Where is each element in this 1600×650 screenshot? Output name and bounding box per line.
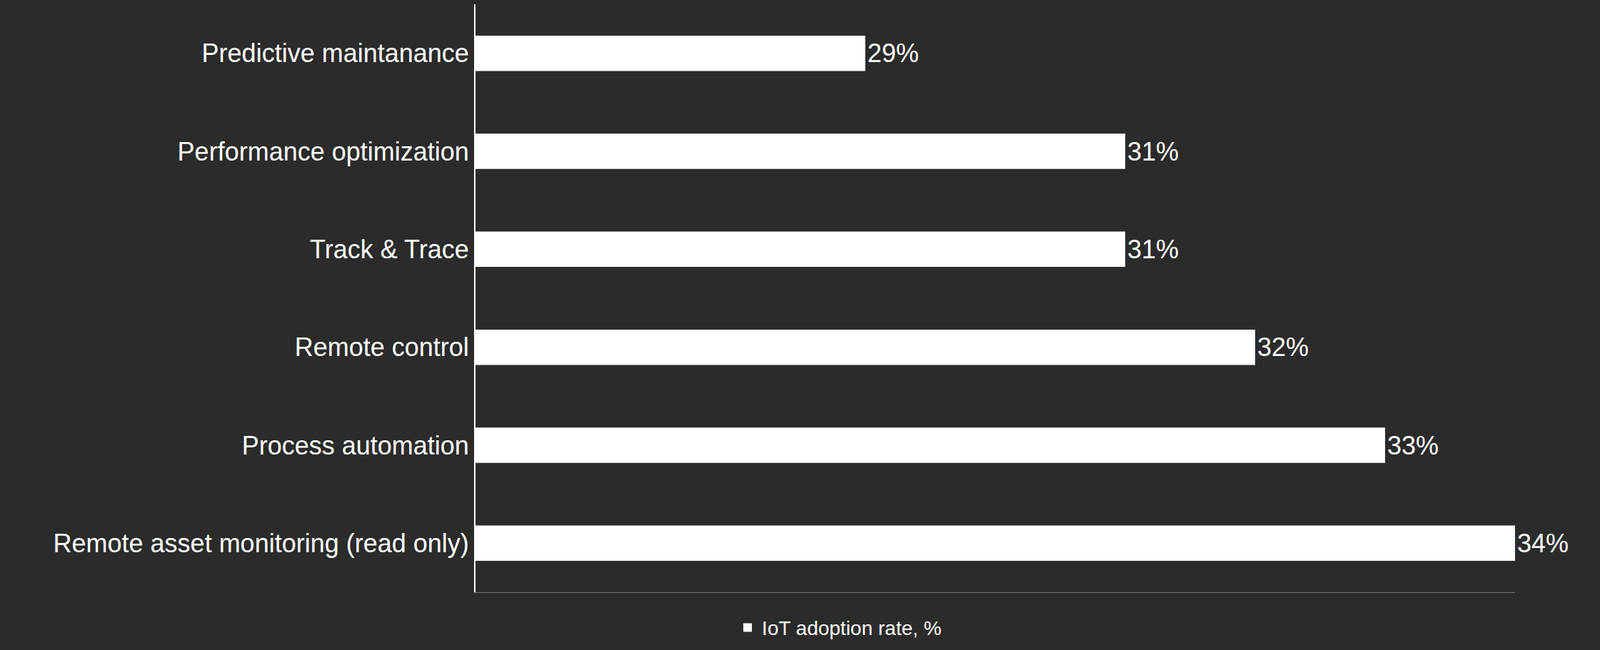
svg-text:34%: 34%	[1517, 529, 1569, 559]
svg-text:Performance optimization: Performance optimization	[177, 137, 470, 167]
svg-text:33%: 33%	[1387, 431, 1439, 461]
svg-text:29%: 29%	[867, 38, 919, 68]
svg-text:31%: 31%	[1127, 137, 1179, 167]
svg-text:32%: 32%	[1257, 332, 1309, 362]
svg-text:Process automation: Process automation	[242, 431, 470, 461]
svg-text:Remote control: Remote control	[294, 332, 470, 362]
svg-text:Remote asset monitoring (read: Remote asset monitoring (read only)	[53, 529, 470, 559]
svg-text:Predictive maintanance: Predictive maintanance	[202, 38, 470, 68]
svg-text:IoT adoption rate, %: IoT adoption rate, %	[761, 617, 942, 640]
svg-text:31%: 31%	[1127, 234, 1179, 265]
svg-text:Track & Trace: Track & Trace	[309, 234, 470, 265]
